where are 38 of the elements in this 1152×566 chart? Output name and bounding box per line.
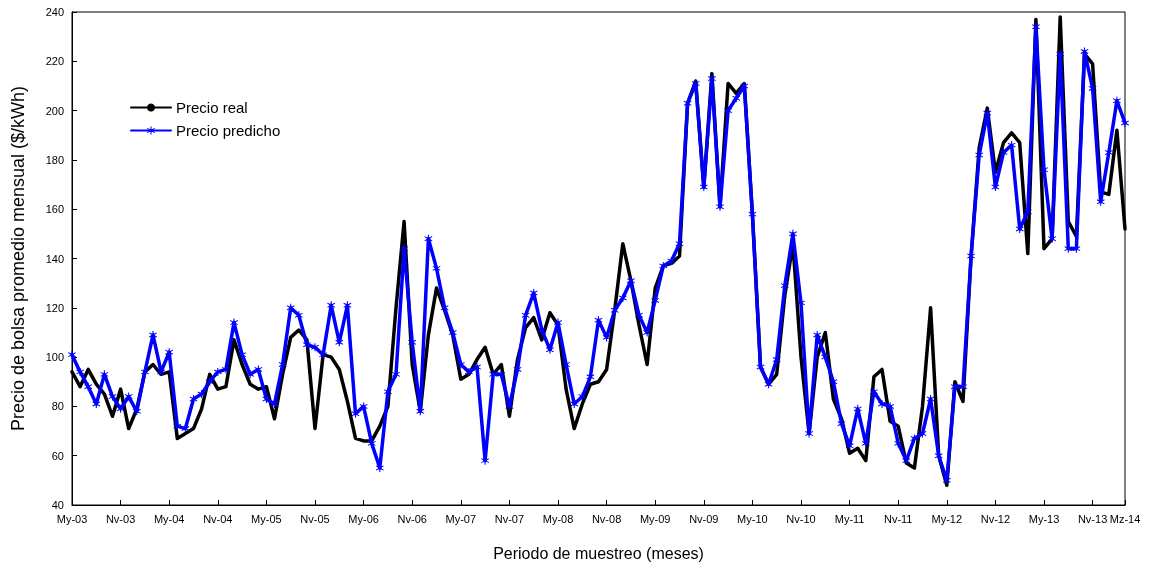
x-tick-label: My-04 [153,512,185,525]
y-tick-label: 160 [45,203,64,216]
x-tick-label: Nv-08 [591,512,622,525]
legend-label: Precio real [176,99,248,116]
x-tick-label: My-09 [639,512,671,525]
x-tick-label: My-06 [348,512,379,525]
x-tick-label: Nv-05 [300,512,330,525]
y-tick-label: 200 [45,104,64,117]
x-tick-label: Nv-11 [883,512,913,525]
x-tick-label: My-11 [834,512,865,525]
x-tick-label: Nv-04 [203,512,233,525]
x-tick-label: Mz-14 [1109,512,1141,525]
x-tick-label: Nv-10 [786,512,816,525]
x-tick-label: My-05 [251,512,282,525]
x-tick-label: My-08 [542,512,574,525]
x-tick-label: My-10 [737,512,768,525]
x-tick-label: Nv-06 [397,512,427,525]
x-axis-title: Periodo de muestreo (meses) [493,544,704,562]
y-axis-title: Precio de bolsa promedio mensual ($/kWh) [8,85,28,432]
x-tick-label: My-07 [445,512,477,525]
y-tick-label: 180 [45,153,64,166]
y-tick-label: 100 [45,351,64,364]
y-tick-label: 40 [51,499,64,511]
x-tick-label: Nv-13 [1077,512,1108,525]
y-tick-label: 120 [45,301,64,314]
x-tick-label: My-13 [1028,512,1060,525]
x-tick-label: Nv-07 [494,512,525,525]
x-tick-label: Nv-12 [980,512,1011,525]
x-tick-label: My-03 [56,512,88,525]
y-tick-label: 220 [45,55,64,68]
y-tick-label: 80 [51,400,64,413]
legend-label: Precio predicho [176,122,281,139]
y-tick-label: 240 [45,6,64,18]
x-tick-label: Nv-09 [689,512,719,525]
y-tick-label: 140 [45,252,64,265]
x-tick-label: Nv-03 [105,512,136,525]
x-tick-label: My-12 [931,512,963,525]
y-tick-label: 60 [51,449,64,462]
